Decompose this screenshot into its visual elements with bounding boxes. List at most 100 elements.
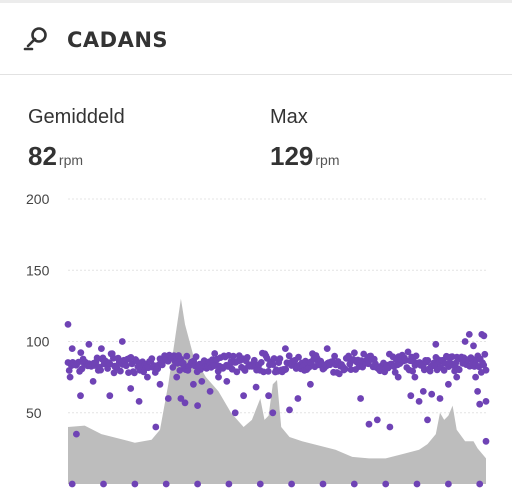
cadence-outlier-point — [482, 437, 490, 445]
max-stat: Max 129 rpm — [270, 106, 340, 172]
cadence-zero-point — [350, 480, 358, 488]
cadence-point — [169, 364, 177, 371]
cadence-outlier-point — [476, 400, 484, 408]
cadence-zero-point — [194, 480, 202, 488]
cadence-outlier-point — [407, 392, 415, 400]
cadence-point — [122, 362, 130, 370]
cadence-point — [345, 352, 352, 360]
cadence-outlier-point — [164, 395, 172, 402]
cadence-point — [276, 355, 284, 363]
cadence-outlier-point — [386, 423, 394, 431]
cadence-point — [404, 348, 412, 356]
cadence-outlier-point — [98, 345, 105, 352]
cadence-zero-point — [225, 480, 233, 488]
cadence-outlier-point — [282, 345, 289, 352]
max-label: Max — [270, 106, 308, 128]
cadence-outlier-point — [482, 398, 490, 405]
cadence-chart: 200 150 100 50 — [26, 191, 490, 488]
cadence-outlier-point — [453, 373, 461, 381]
cadence-zero-point — [319, 480, 327, 488]
average-value: 82 — [28, 141, 57, 171]
cadence-outlier-point — [156, 380, 164, 388]
cadence-point — [424, 357, 432, 364]
cadence-point — [229, 352, 237, 360]
cadence-point — [269, 361, 277, 368]
cadence-point — [148, 355, 156, 362]
cadence-outlier-point — [394, 373, 402, 381]
cadence-point — [482, 366, 490, 374]
cadence-outlier-point — [265, 392, 272, 400]
cadence-zero-point — [445, 480, 452, 488]
cadence-point — [78, 365, 86, 373]
cadence-outlier-point — [307, 380, 314, 388]
cadence-point — [440, 366, 448, 374]
cadence-outlier-point — [428, 390, 436, 398]
cadence-outlier-point — [64, 321, 72, 328]
cadence-point — [97, 366, 104, 374]
cadence-outlier-point — [424, 416, 431, 424]
cadence-point — [412, 352, 420, 360]
cadence-point — [351, 349, 358, 357]
cadence-point — [110, 354, 117, 362]
cadence-point — [285, 352, 293, 360]
cadence-point — [282, 365, 290, 373]
average-unit: rpm — [58, 152, 84, 168]
cadence-outlier-point — [173, 373, 181, 381]
cadence-point — [360, 350, 368, 358]
cadence-outlier-point — [436, 395, 444, 402]
cadence-point — [270, 355, 278, 362]
cadence-outlier-point — [480, 332, 488, 340]
cadence-outlier-point — [106, 392, 114, 400]
cadence-point — [117, 367, 124, 375]
cadence-point — [331, 352, 338, 360]
cadence-outlier-point — [419, 388, 427, 395]
cadence-outlier-point — [135, 398, 143, 405]
cadence-outlier-point — [411, 373, 419, 381]
card-header: CADANS — [0, 3, 512, 75]
cadence-outlier-point — [461, 338, 469, 345]
cadence-outlier-point — [373, 416, 381, 424]
cadence-zero-point — [382, 480, 390, 488]
cadence-outlier-point — [152, 423, 160, 431]
cadence-outlier-point — [73, 430, 80, 438]
cadence-outlier-point — [198, 378, 206, 385]
cadence-point — [133, 357, 141, 365]
cadence-point — [480, 361, 488, 369]
top-divider — [0, 0, 512, 3]
y-tick-label: 200 — [26, 191, 50, 207]
cadence-outlier-point — [144, 373, 151, 381]
cadence-outlier-point — [252, 383, 260, 391]
cadence-outlier-point — [415, 398, 423, 405]
y-tick-label: 150 — [26, 262, 50, 278]
cadence-point — [176, 367, 184, 374]
cadence-point — [335, 370, 343, 378]
cadence-point — [192, 353, 200, 361]
cadence-point — [481, 350, 489, 358]
cadence-outlier-point — [357, 395, 364, 402]
cadence-outlier-point — [118, 338, 126, 345]
cadence-outlier-point — [210, 362, 218, 370]
cadence-point — [295, 353, 302, 361]
max-value: 129 — [270, 141, 314, 171]
cadence-zero-point — [68, 480, 76, 488]
y-tick-label: 100 — [26, 334, 50, 350]
cadence-zero-point — [162, 480, 170, 488]
cadence-outlier-point — [231, 409, 239, 417]
cadence-outlier-point — [190, 380, 197, 388]
cadence-outlier-point — [110, 369, 118, 377]
cadence-point — [452, 359, 460, 367]
cadence-outlier-point — [294, 395, 302, 402]
cadence-outlier-point — [286, 406, 293, 414]
cadence-point — [347, 366, 355, 373]
cadence-outlier-point — [194, 402, 202, 409]
cadence-outlier-point — [432, 340, 440, 348]
cadence-outlier-point — [470, 342, 477, 350]
cadence-point — [233, 368, 241, 376]
cadence-zero-point — [100, 480, 107, 488]
cadence-outlier-point — [77, 392, 84, 400]
cadence-point — [211, 350, 219, 357]
cadence-zero-point — [256, 480, 264, 488]
cadence-outlier-point — [181, 399, 189, 407]
cadence-point — [257, 359, 265, 366]
